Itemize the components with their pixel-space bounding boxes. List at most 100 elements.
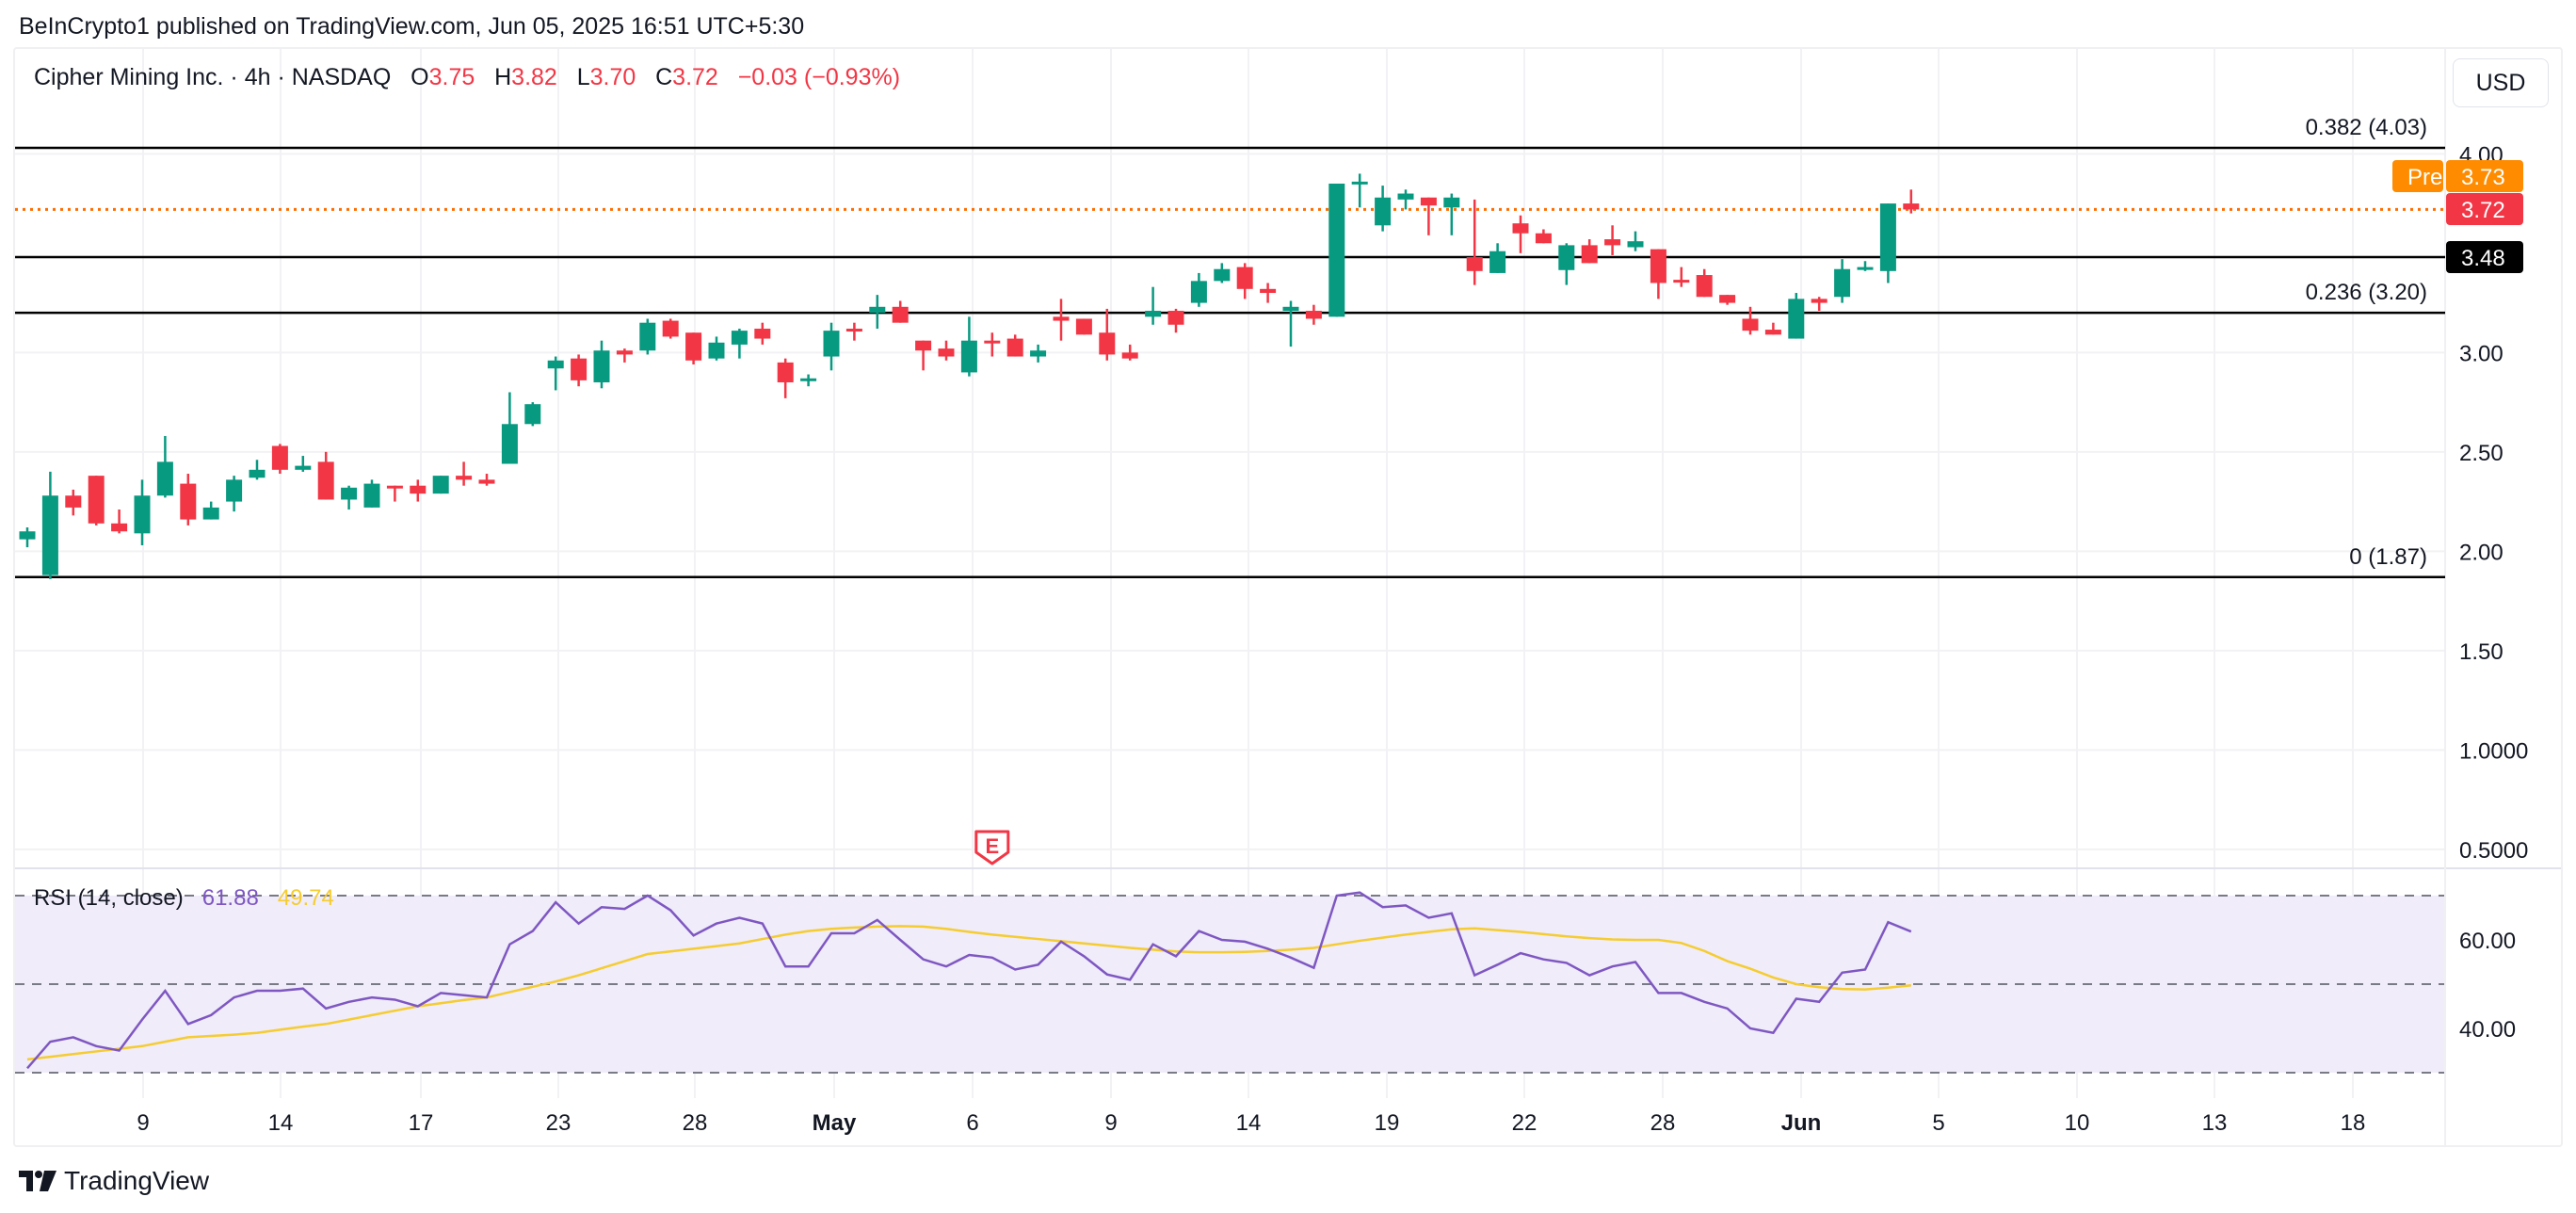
close-label: C	[655, 64, 673, 90]
candle	[1581, 239, 1598, 264]
candle	[1696, 268, 1713, 298]
currency-button[interactable]: USD	[2453, 58, 2549, 107]
candle-body	[1742, 318, 1759, 332]
candle-body	[456, 476, 473, 480]
candle-body	[1236, 267, 1253, 289]
time-axis-label: 9	[1104, 1110, 1117, 1136]
candle-body	[800, 378, 817, 381]
time-axis-label: 5	[1932, 1110, 1944, 1136]
candle-body	[226, 479, 243, 502]
candle-body	[1351, 181, 1368, 185]
time-axis-label: 9	[137, 1110, 149, 1136]
candle-body	[111, 523, 128, 532]
pre-market-label: Pre	[2407, 165, 2442, 190]
candle-body	[1328, 183, 1345, 317]
candle-body	[662, 320, 679, 337]
candle	[317, 451, 334, 500]
candle	[1006, 334, 1023, 357]
time-axis-label: 23	[546, 1110, 572, 1136]
pre-market-price-tag: 3.73	[2461, 165, 2505, 190]
candle	[1305, 304, 1322, 325]
candle	[1030, 344, 1047, 363]
candle-body	[180, 483, 197, 520]
candle	[1788, 293, 1805, 339]
candle	[1121, 344, 1138, 361]
candle-body	[1190, 281, 1207, 303]
candle	[501, 392, 518, 464]
fib-levels: 0.382 (4.03) 0.236 (3.20) 0 (1.87)	[15, 115, 2445, 579]
candle-body	[685, 332, 702, 361]
candle	[271, 444, 288, 475]
candle	[249, 460, 266, 480]
candle	[386, 485, 403, 502]
low-value: 3.70	[589, 64, 636, 90]
candle-body	[1811, 299, 1827, 303]
candle-body	[1512, 223, 1529, 234]
price-axis-label: 3.00	[2459, 341, 2504, 366]
earnings-icon	[974, 830, 1010, 865]
candle-body	[202, 507, 219, 520]
candle-body	[524, 404, 541, 425]
candle	[88, 476, 105, 526]
fib-label: 0.382 (4.03)	[2306, 115, 2427, 140]
symbol-name[interactable]: Cipher Mining Inc. · 4h · NASDAQ	[34, 64, 392, 90]
candle-body	[1030, 350, 1047, 357]
pre-market-price-tag-bg	[2446, 160, 2523, 192]
candle	[1466, 199, 1483, 285]
candle-body	[134, 495, 151, 534]
candle-body	[1604, 239, 1621, 246]
earnings-marker[interactable]: E	[974, 830, 1010, 865]
candle	[845, 322, 862, 341]
candle	[547, 356, 564, 391]
time-axis-label: May	[813, 1110, 857, 1136]
candle-body	[823, 331, 840, 357]
brand-name: TradingView	[64, 1166, 210, 1195]
candle-body	[88, 476, 105, 524]
time-axis-label: 14	[268, 1110, 294, 1136]
open-value: 3.75	[428, 64, 475, 90]
rsi-title[interactable]: RSI (14, close)	[34, 885, 184, 911]
candle-body	[432, 476, 449, 494]
candle	[156, 435, 173, 498]
price-tags: Pre 3.73 3.72 3.48	[2392, 160, 2523, 273]
fib-label: 0 (1.87)	[2349, 544, 2427, 570]
candle	[1075, 318, 1092, 335]
time-axis-label: 19	[1375, 1110, 1400, 1136]
candle-body	[1305, 311, 1322, 319]
candle	[1443, 193, 1460, 235]
candle-body	[295, 465, 312, 470]
last-price-tag: 3.72	[2461, 198, 2505, 223]
candle	[708, 336, 725, 361]
candle	[1053, 299, 1070, 341]
rsi-axis-labels: 60.00 40.00	[2459, 929, 2516, 1043]
candle	[1673, 267, 1690, 287]
tradingview-logo[interactable]: TradingView	[19, 1166, 209, 1196]
candle	[1099, 308, 1116, 361]
candle-body	[1121, 352, 1138, 359]
candle	[731, 329, 748, 359]
candle-body	[845, 329, 862, 332]
time-axis-label: 22	[1512, 1110, 1538, 1136]
candle	[1282, 300, 1299, 347]
candle	[1719, 295, 1736, 305]
candle	[1190, 272, 1207, 307]
rsi-axis-label: 40.00	[2459, 1017, 2516, 1043]
candle	[295, 456, 312, 472]
low-label: L	[576, 64, 590, 90]
candle-body	[1466, 257, 1483, 271]
candle-body	[1696, 275, 1713, 298]
change-value: −0.03 (−0.93%)	[737, 64, 901, 90]
candle-body	[593, 350, 610, 382]
publisher-line: BeInCrypto1 published on TradingView.com…	[19, 13, 805, 40]
candle-body	[1443, 197, 1460, 208]
candle	[410, 479, 427, 502]
candle-body	[1535, 233, 1552, 244]
candle-body	[501, 424, 518, 464]
candle	[65, 489, 82, 516]
candle	[754, 322, 771, 345]
candle-body	[1145, 311, 1162, 317]
candle-body	[1075, 318, 1092, 335]
level-price-tag: 3.48	[2461, 246, 2505, 271]
